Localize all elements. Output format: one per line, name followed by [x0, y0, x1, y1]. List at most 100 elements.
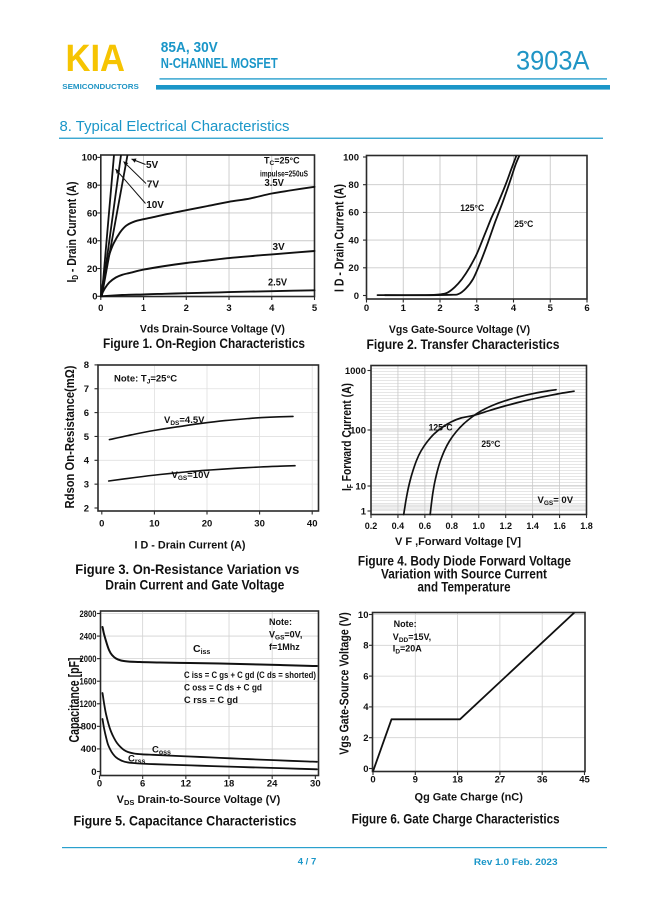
svg-text:C oss = C ds + C gd: C oss = C ds + C gd — [184, 683, 262, 693]
svg-text:1.8: 1.8 — [580, 521, 593, 531]
svg-text:60: 60 — [348, 208, 359, 219]
svg-text:10: 10 — [355, 481, 366, 492]
svg-text:30: 30 — [310, 779, 321, 790]
svg-text:0: 0 — [99, 519, 104, 530]
svg-text:4: 4 — [511, 303, 517, 314]
svg-text:V F ,Forward Voltage [V]: V F ,Forward Voltage [V] — [395, 536, 521, 548]
svg-text:125°C: 125°C — [429, 423, 453, 434]
svg-text:5: 5 — [312, 303, 318, 314]
svg-text:40: 40 — [87, 236, 98, 247]
svg-text:3V: 3V — [273, 242, 286, 253]
svg-text:125°C: 125°C — [460, 203, 484, 214]
svg-text:800: 800 — [81, 722, 97, 733]
svg-text:and Temperature: and Temperature — [418, 579, 511, 595]
svg-text:Figure 3. On-Resistance Variat: Figure 3. On-Resistance Variation vs — [75, 561, 299, 577]
svg-text:Note:: Note: — [394, 619, 417, 629]
svg-text:VDS=4.5V: VDS=4.5V — [164, 415, 205, 427]
svg-text:3: 3 — [84, 479, 89, 490]
svg-text:3903A: 3903A — [516, 46, 590, 76]
svg-text:IF Forward Current (A): IF Forward Current (A) — [339, 383, 355, 491]
svg-text:VDD=15V,: VDD=15V, — [393, 632, 431, 644]
svg-text:2400: 2400 — [80, 631, 97, 642]
svg-text:4 / 7: 4 / 7 — [298, 857, 317, 868]
svg-text:Note: TJ=25°C: Note: TJ=25°C — [114, 374, 177, 386]
svg-text:100: 100 — [350, 425, 366, 436]
svg-text:100: 100 — [343, 152, 359, 163]
svg-text:24: 24 — [267, 779, 278, 790]
svg-text:2800: 2800 — [80, 609, 97, 620]
svg-text:0: 0 — [91, 767, 96, 778]
svg-text:3: 3 — [226, 303, 231, 314]
svg-text:25°C: 25°C — [514, 219, 533, 230]
svg-text:KIA: KIA — [66, 38, 126, 80]
svg-text:Note:: Note: — [269, 617, 292, 627]
svg-text:1.2: 1.2 — [499, 521, 512, 531]
svg-text:6: 6 — [584, 303, 589, 314]
svg-text:VGS= 0V: VGS= 0V — [538, 495, 574, 507]
svg-text:6: 6 — [140, 779, 145, 790]
svg-text:I D - Drain Current (A): I D - Drain Current (A) — [135, 540, 246, 552]
svg-text:10: 10 — [149, 519, 160, 530]
svg-text:0: 0 — [370, 775, 375, 786]
svg-text:0: 0 — [363, 764, 368, 775]
svg-text:Figure 6. Gate Charge Characte: Figure 6. Gate Charge Characteristics — [352, 811, 560, 827]
svg-text:0.2: 0.2 — [365, 521, 378, 531]
svg-text:Figure 5. Capacitance Characte: Figure 5. Capacitance Characteristics — [74, 813, 297, 829]
svg-text:2: 2 — [437, 303, 442, 314]
svg-text:ID=20A: ID=20A — [393, 644, 422, 656]
svg-text:3: 3 — [474, 303, 479, 314]
svg-text:0: 0 — [364, 303, 369, 314]
svg-text:Variation with Source Current: Variation with Source Current — [381, 566, 547, 582]
svg-text:C iss = C gs + C gd (C ds = sh: C iss = C gs + C gd (C ds = shorted) — [184, 670, 316, 680]
svg-text:ID - Drain Current (A): ID - Drain Current (A) — [64, 182, 80, 283]
svg-text:0.4: 0.4 — [392, 521, 405, 531]
svg-text:3.5V: 3.5V — [265, 178, 285, 189]
svg-text:4: 4 — [363, 702, 369, 713]
svg-text:20: 20 — [87, 264, 98, 275]
svg-text:30: 30 — [254, 519, 265, 530]
svg-text:Ciss: Ciss — [193, 643, 210, 656]
svg-text:Capacitance [pF]: Capacitance [pF] — [66, 657, 83, 742]
svg-text:20: 20 — [348, 263, 359, 274]
svg-text:0: 0 — [98, 303, 103, 314]
svg-text:0.6: 0.6 — [419, 521, 432, 531]
svg-text:1.6: 1.6 — [553, 521, 566, 531]
svg-text:SEMICONDUCTORS: SEMICONDUCTORS — [62, 82, 138, 91]
svg-text:100: 100 — [82, 153, 98, 164]
svg-text:Qg Gate Charge (nC): Qg Gate Charge (nC) — [415, 792, 524, 804]
svg-text:1200: 1200 — [80, 699, 97, 710]
svg-text:2: 2 — [184, 303, 189, 314]
svg-text:12: 12 — [181, 779, 192, 790]
svg-text:7V: 7V — [147, 180, 160, 191]
svg-text:85A, 30V: 85A, 30V — [161, 40, 218, 56]
svg-text:Vgs Gate-Source Voltage (V): Vgs Gate-Source Voltage (V) — [337, 612, 352, 755]
svg-text:8: 8 — [84, 360, 89, 371]
svg-text:45: 45 — [579, 775, 590, 786]
svg-text:2.5V: 2.5V — [268, 278, 287, 289]
svg-text:6: 6 — [363, 671, 368, 682]
svg-text:40: 40 — [348, 235, 359, 246]
svg-text:Vds Drain-Source Voltage (V): Vds Drain-Source Voltage (V) — [140, 323, 285, 335]
svg-text:18: 18 — [452, 775, 463, 786]
svg-text:Rev 1.0 Feb. 2023: Rev 1.0 Feb. 2023 — [474, 857, 558, 868]
svg-text:25°C: 25°C — [481, 439, 500, 450]
svg-text:0.8: 0.8 — [446, 521, 459, 531]
svg-text:2: 2 — [84, 503, 89, 514]
svg-text:Coss: Coss — [152, 745, 171, 757]
svg-text:10: 10 — [358, 610, 369, 621]
svg-text:4: 4 — [84, 456, 90, 467]
svg-text:Drain Current and Gate Voltage: Drain Current and Gate Voltage — [105, 577, 284, 593]
svg-text:f=1Mhz: f=1Mhz — [269, 642, 300, 652]
svg-text:8. Typical Electrical Characte: 8. Typical Electrical Characteristics — [60, 118, 290, 135]
svg-text:6: 6 — [84, 408, 89, 419]
svg-text:400: 400 — [81, 744, 97, 755]
svg-text:18: 18 — [224, 779, 235, 790]
svg-text:Figure 2. Transfer Characteris: Figure 2. Transfer Characteristics — [367, 336, 560, 352]
svg-text:0: 0 — [92, 292, 97, 303]
svg-text:Figure 1. On-Region Characteri: Figure 1. On-Region Characteristics — [103, 335, 305, 351]
svg-text:I D - Drain Current (A): I D - Drain Current (A) — [332, 184, 347, 292]
svg-text:0: 0 — [97, 779, 102, 790]
svg-text:1: 1 — [141, 303, 147, 314]
svg-text:1.4: 1.4 — [526, 521, 539, 531]
svg-text:N-CHANNEL MOSFET: N-CHANNEL MOSFET — [161, 56, 278, 72]
